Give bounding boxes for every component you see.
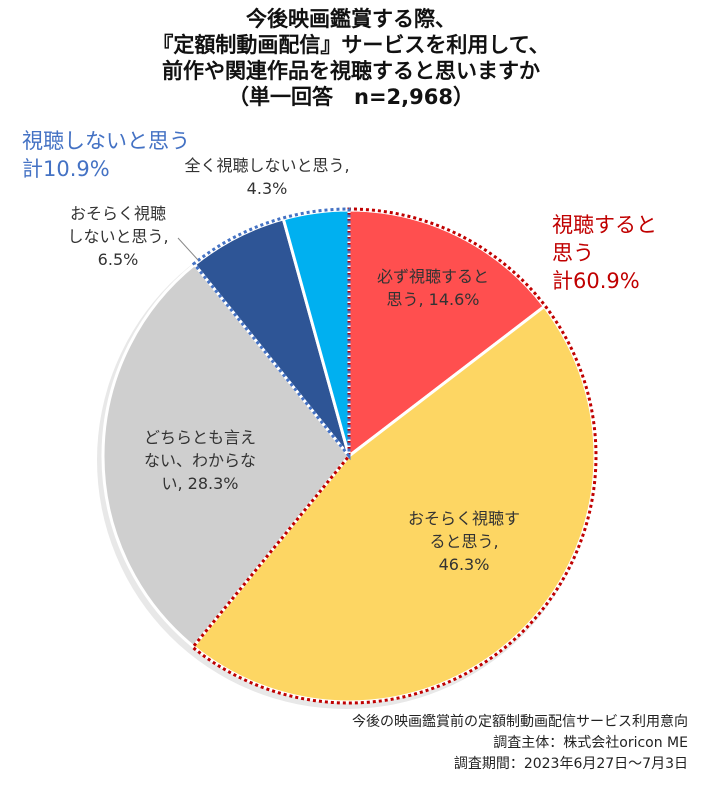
footer-line-1: 今後の映画鑑賞前の定額制動画配信サービス利用意向 xyxy=(352,714,688,730)
title-line-4: （単一回答 n=2,968） xyxy=(228,85,474,109)
slice-label-1: おそらく視聴すると思う, 46.3% xyxy=(408,509,520,574)
slice-label-line: しないと思う, xyxy=(67,227,168,246)
slice-label-line: 46.3% xyxy=(439,555,490,574)
slice-label-line: い, 28.3% xyxy=(161,474,238,493)
chart-title: 今後映画鑑賞する際、 『定額制動画配信』サービスを利用して、 前作や関連作品を視… xyxy=(0,6,702,110)
slice-label-4: 全く視聴しないと思う, 4.3% xyxy=(184,156,349,198)
title-line-1: 今後映画鑑賞する際、 xyxy=(246,7,456,31)
slice-label-line: 思う, 14.6% xyxy=(386,290,479,309)
footer-line-2: 調査主体：株式会社oricon ME xyxy=(493,735,688,751)
group-label-line: 計10.9% xyxy=(22,157,110,181)
group-outline-1 xyxy=(191,207,351,461)
slice-label-line: 6.5% xyxy=(98,250,139,269)
pie-slice-1 xyxy=(191,304,597,704)
group-outline-0 xyxy=(190,207,598,705)
group-label-line: 視聴すると xyxy=(552,213,657,237)
slice-label-line: おそらく視聴 xyxy=(70,204,166,223)
leader-line xyxy=(177,237,199,261)
slice-label-line: おそらく視聴す xyxy=(408,509,520,528)
slice-label-3: おそらく視聴しないと思う, 6.5% xyxy=(67,204,168,269)
slice-label-line: 必ず視聴すると xyxy=(377,267,489,286)
footer-line-3: 調査期間：2023年6月27日～7月3日 xyxy=(453,756,688,772)
slice-label-line: どちらとも言え xyxy=(144,428,256,447)
title-line-2: 『定額制動画配信』サービスを利用して、 xyxy=(152,33,550,57)
slice-label-2: どちらとも言えない、わからない, 28.3% xyxy=(144,428,256,493)
slice-label-line: ると思う, xyxy=(429,532,498,551)
source-note: 今後の映画鑑賞前の定額制動画配信サービス利用意向 調査主体：株式会社oricon… xyxy=(352,712,688,775)
slice-label-line: 4.3% xyxy=(247,179,288,198)
title-line-3: 前作や関連作品を視聴すると思いますか xyxy=(162,59,540,83)
group-label-line: 視聴しないと思う xyxy=(22,129,190,153)
group-total-label-0: 視聴すると思う計60.9% xyxy=(552,213,657,293)
pie-slice-2 xyxy=(101,262,351,649)
slice-label-line: ない、わからな xyxy=(144,451,256,470)
group-total-label-1: 視聴しないと思う計10.9% xyxy=(22,129,190,181)
group-label-line: 計60.9% xyxy=(552,269,640,293)
slice-label-0: 必ず視聴すると思う, 14.6% xyxy=(377,267,489,309)
slice-label-line: 全く視聴しないと思う, xyxy=(184,156,349,175)
group-label-line: 思う xyxy=(552,241,594,265)
